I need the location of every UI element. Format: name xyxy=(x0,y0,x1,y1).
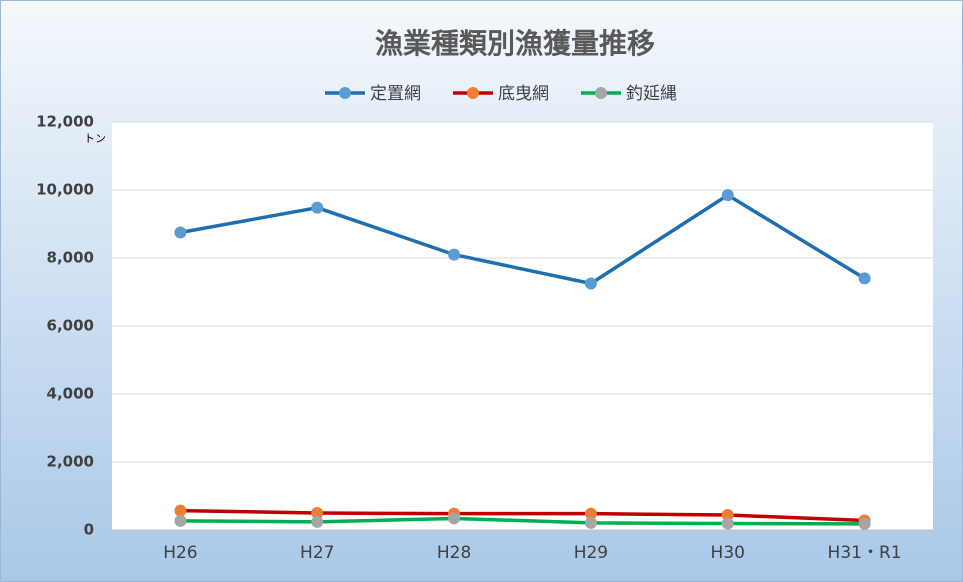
data-point xyxy=(584,516,597,529)
y-unit: トン xyxy=(84,132,106,145)
data-point xyxy=(858,272,871,285)
y-tick-label: 10,000 xyxy=(36,181,94,199)
x-tick-label: H28 xyxy=(437,543,471,563)
data-point xyxy=(311,507,324,519)
data-point xyxy=(858,517,871,530)
data-point xyxy=(721,189,734,202)
data-point xyxy=(174,514,187,527)
y-tick-label: 2,000 xyxy=(47,453,94,471)
x-tick-label: H27 xyxy=(300,543,334,563)
data-point xyxy=(584,277,597,290)
legend-label: 底曳網 xyxy=(498,84,549,104)
series-line xyxy=(180,516,865,526)
y-tick-label: 0 xyxy=(84,521,94,539)
data-point xyxy=(448,512,461,525)
x-tick-label: H29 xyxy=(574,543,608,563)
y-tick-label: 4,000 xyxy=(47,385,94,403)
series-line xyxy=(180,193,866,286)
data-point xyxy=(584,507,597,520)
data-point xyxy=(174,504,187,517)
y-tick-label: 8,000 xyxy=(47,249,94,267)
y-tick-label: 6,000 xyxy=(47,317,94,335)
series-line xyxy=(180,508,865,523)
legend-marker xyxy=(339,87,351,99)
legend-label: 定置網 xyxy=(370,84,421,104)
x-tick-label: H26 xyxy=(163,543,197,563)
legend-marker xyxy=(595,87,607,99)
legend-marker xyxy=(467,87,479,99)
chart-title: 漁業種類別漁獲量推移 xyxy=(375,27,655,60)
data-point xyxy=(311,201,324,214)
x-tick-label: H31・R1 xyxy=(828,543,902,563)
data-point xyxy=(174,226,187,239)
data-point xyxy=(721,517,734,530)
y-tick-label: 12,000 xyxy=(36,113,94,131)
data-point xyxy=(311,515,324,528)
x-tick-label: H30 xyxy=(711,543,745,563)
legend-label: 釣延縄 xyxy=(626,84,677,104)
data-point xyxy=(448,248,461,261)
data-point xyxy=(721,509,734,522)
